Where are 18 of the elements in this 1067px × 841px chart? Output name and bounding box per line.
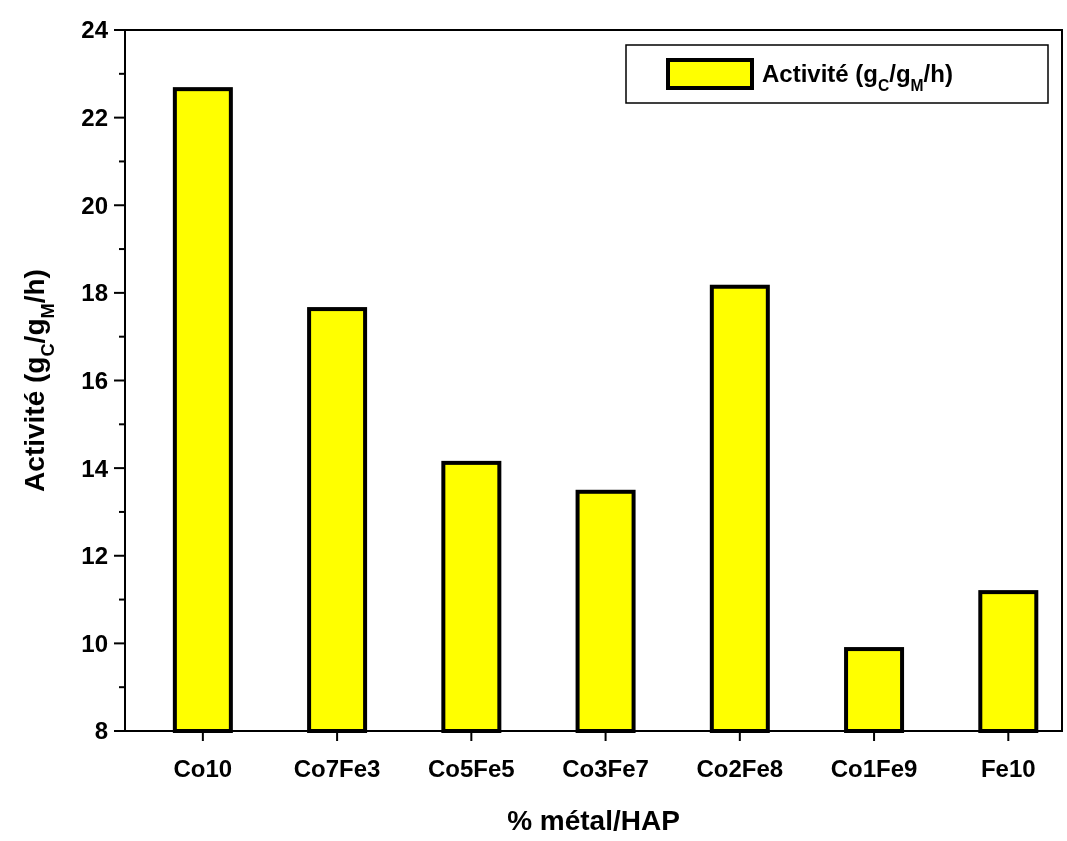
- x-tick-label: Co2Fe8: [696, 755, 784, 782]
- y-tick-label: 10: [81, 629, 108, 657]
- y-tick-label: 14: [81, 454, 109, 482]
- x-tick-label: Co10: [173, 755, 233, 782]
- x-tick-label: Co1Fe9: [830, 755, 918, 782]
- x-tick-label: Fe10: [980, 755, 1036, 782]
- y-tick-label: 16: [81, 366, 108, 394]
- y-tick-label: 18: [81, 279, 108, 307]
- x-axis-title: % métal/HAP: [507, 805, 680, 836]
- x-tick-label: Co3Fe7: [562, 755, 649, 782]
- y-tick-label: 24: [81, 16, 109, 44]
- legend-label: Activité (g$_{C}$/g$_{M}$/h): [762, 60, 953, 94]
- x-tick-label: Co7Fe3: [293, 755, 381, 782]
- y-tick-label: 22: [81, 104, 108, 132]
- y-tick-label: 12: [81, 542, 108, 570]
- y-tick-label: 8: [94, 717, 108, 745]
- x-tick-label: Co5Fe5: [427, 755, 515, 782]
- y-tick-label: 20: [81, 191, 108, 219]
